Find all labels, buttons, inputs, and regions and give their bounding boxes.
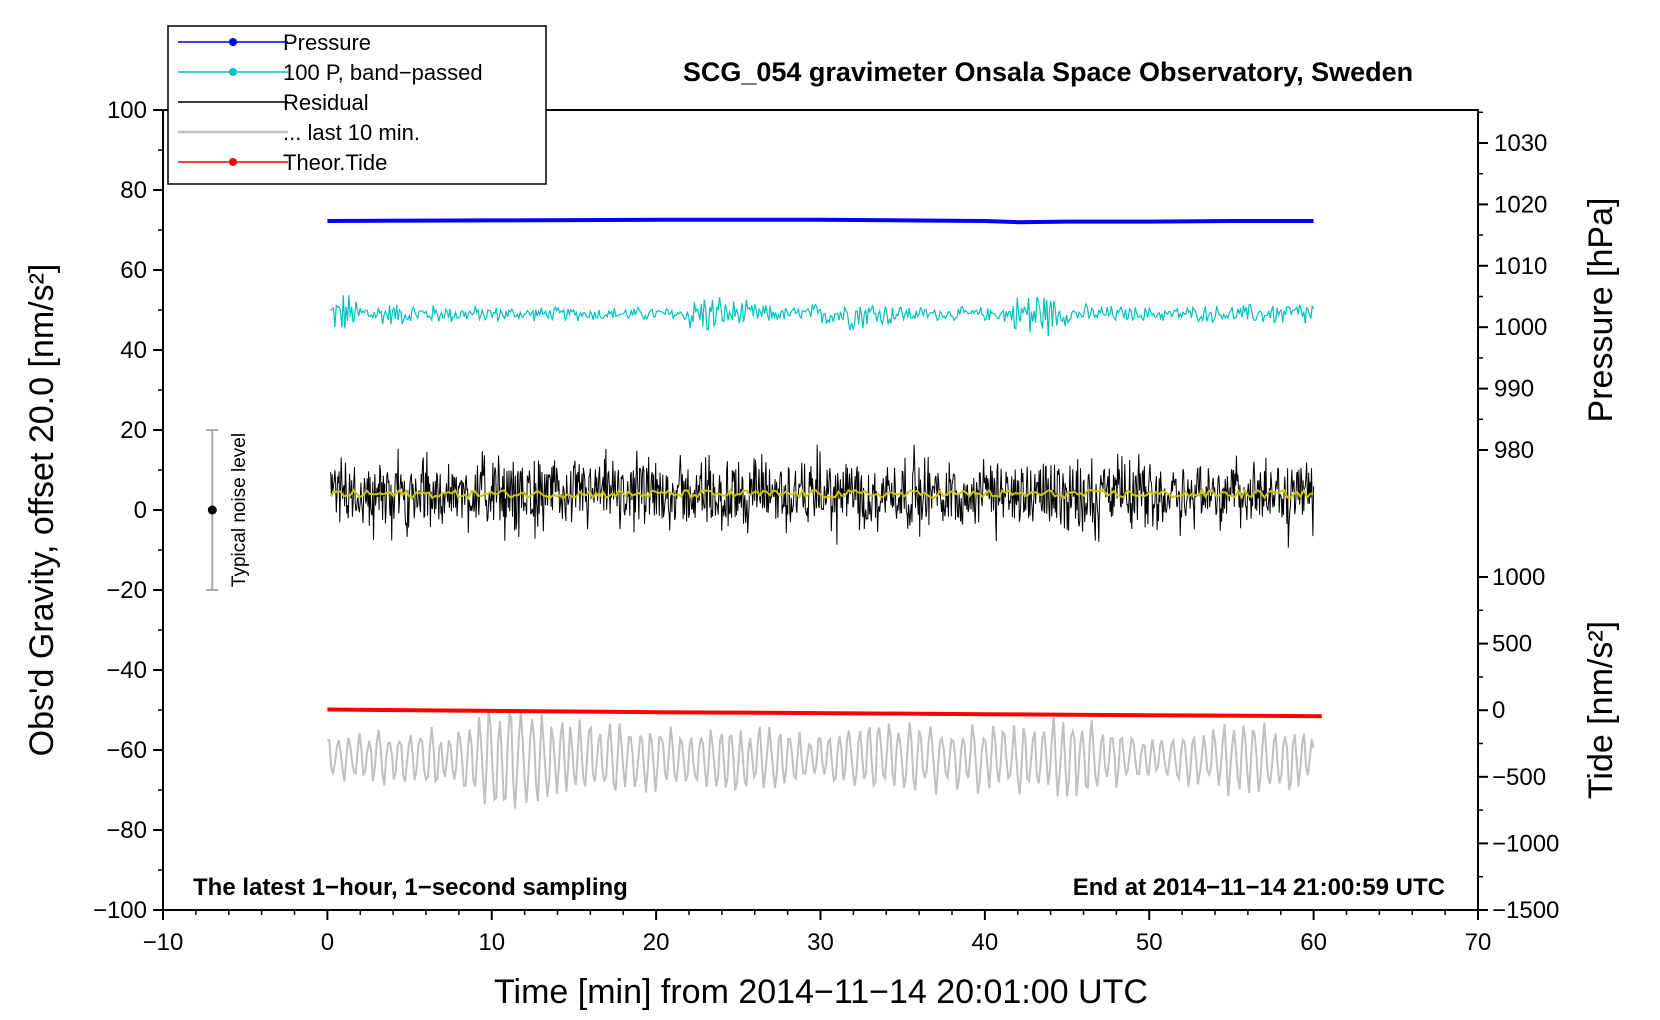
pressure-tick-label: 1030 (1494, 130, 1547, 157)
tide-tick-label: −1000 (1492, 830, 1559, 857)
series-layer (327, 217, 1322, 809)
tide-tick-label: −500 (1492, 764, 1546, 791)
y-tick-label: 0 (134, 497, 147, 524)
y-tick-label: −40 (106, 657, 147, 684)
legend-marker (229, 68, 237, 76)
pressure-tick-label: 980 (1494, 437, 1534, 464)
y-tick-label: 20 (120, 417, 147, 444)
x-tick-label: 70 (1465, 929, 1492, 956)
pressure-tick-label: 1020 (1494, 191, 1547, 218)
y-tick-label: 100 (107, 97, 147, 124)
y-axis-left: −100 −80 −60 −40 −20 0 20 40 60 80 100 (93, 97, 163, 924)
x-tick-label: 60 (1300, 929, 1327, 956)
tide-tick-label: 500 (1492, 631, 1532, 658)
legend: Pressure 100 P, band−passed Residual ... la… (167, 25, 547, 185)
y-tick-label: 80 (120, 177, 147, 204)
x-tick-label: 40 (972, 929, 999, 956)
x-tick-label: 50 (1136, 929, 1163, 956)
pressure-tick-label: 990 (1494, 376, 1534, 403)
legend-label: Theor.Tide (283, 150, 387, 175)
y-tick-label: −20 (106, 577, 147, 604)
chart-title: SCG_054 gravimeter Onsala Space Observat… (683, 57, 1413, 87)
series-residual-smoothed (329, 488, 1314, 500)
y-axis-tide: −1500 −1000 −500 0 500 1000 (1478, 564, 1559, 924)
noise-bar-dot (207, 505, 217, 515)
legend-label: Pressure (283, 30, 371, 55)
x-axis: −10 0 10 20 30 40 50 60 70 (143, 910, 1492, 956)
y-axis-pressure: 980 990 1000 1010 1020 1030 (1477, 110, 1547, 910)
legend-marker (229, 158, 237, 166)
legend-label: 100 P, band−passed (283, 60, 483, 85)
tide-tick-label: 1000 (1492, 564, 1545, 591)
y-tick-label: 60 (120, 257, 147, 284)
y-tick-label: −60 (106, 737, 147, 764)
y-tick-label: 40 (120, 337, 147, 364)
plot-frame (162, 109, 1479, 911)
legend-marker (229, 38, 237, 46)
x-tick-label: 30 (807, 929, 834, 956)
pressure-tick-label: 1010 (1494, 253, 1547, 280)
x-tick-label: 0 (321, 929, 334, 956)
y-axis-tide-title: Tide [nm/s²] (1582, 621, 1620, 799)
series-band-passed (330, 295, 1315, 337)
y-tick-label: −100 (93, 897, 147, 924)
x-tick-label: 20 (643, 929, 670, 956)
x-axis-title: Time [min] from 2014−11−14 20:01:00 UTC (494, 973, 1148, 1011)
y-axis-left-title: Obs'd Gravity, offset 20.0 [nm/s²] (23, 264, 61, 757)
y-tick-label: −80 (106, 817, 147, 844)
x-tick-label: −10 (143, 929, 184, 956)
tide-tick-label: 0 (1492, 697, 1505, 724)
series-residual (330, 444, 1315, 548)
end-time-note: End at 2014−11−14 21:00:59 UTC (1073, 874, 1445, 901)
tide-tick-label: −1500 (1492, 897, 1559, 924)
noise-label: Typical noise level (229, 433, 250, 587)
pressure-tick-label: 1000 (1494, 314, 1547, 341)
legend-box (167, 25, 547, 185)
sampling-note: The latest 1−hour, 1−second sampling (193, 874, 628, 901)
legend-label: Residual (283, 90, 369, 115)
y-axis-pressure-title: Pressure [hPa] (1582, 198, 1620, 423)
noise-bar (206, 429, 219, 591)
series-last-10-min (327, 708, 1315, 809)
series-theor-tide (327, 707, 1322, 719)
legend-label: ... last 10 min. (283, 120, 420, 145)
series-pressure (327, 217, 1314, 225)
x-tick-label: 10 (478, 929, 505, 956)
